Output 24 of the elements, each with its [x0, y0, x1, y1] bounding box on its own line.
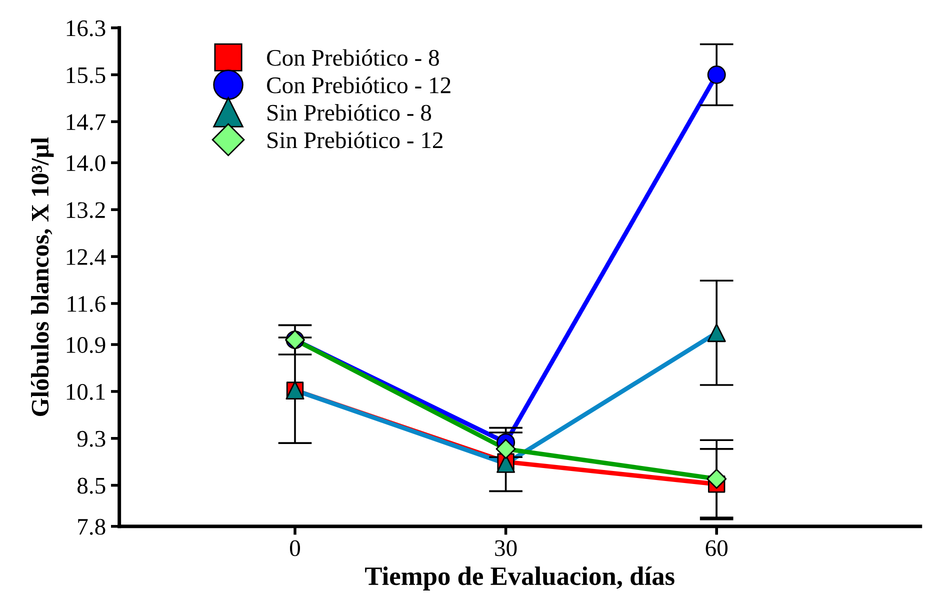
y-tick-label: 10.9	[66, 337, 106, 354]
point	[707, 324, 726, 342]
point	[496, 438, 516, 459]
y-tick-label: 10.1	[66, 384, 105, 400]
x-axis-title: Tiempo de Evaluacion, días	[365, 566, 674, 590]
legend-label: Con Prebiótico - 12	[267, 76, 450, 94]
y-tick-label: 14.0	[66, 155, 106, 172]
y-tick-label: 9.3	[77, 430, 106, 447]
y-tick-label: 12.4	[66, 249, 106, 266]
y-axis-title: Glóbulos blancos, X 10³/µl	[31, 137, 54, 416]
y-tick-label: 11.6	[68, 296, 106, 312]
y-tick-label: 16.3	[66, 20, 106, 36]
y-tick-label: 15.5	[66, 67, 106, 84]
legend-label: Sin Prebiótico - 8	[268, 104, 432, 121]
x-tick-label: 0	[290, 540, 300, 556]
legend-label: Sin Prebiótico - 12	[268, 132, 442, 148]
legend-label: Con Prebiótico - 8	[267, 49, 439, 66]
y-tick-label: 8.5	[78, 478, 106, 494]
y-tick-label: 7.8	[78, 518, 106, 535]
x-tick-label: 30	[495, 540, 517, 556]
x-tick-label: 60	[706, 540, 728, 556]
y-tick-label: 13.2	[66, 202, 105, 218]
y-tick-label: 14.7	[66, 114, 106, 130]
point	[706, 468, 727, 489]
